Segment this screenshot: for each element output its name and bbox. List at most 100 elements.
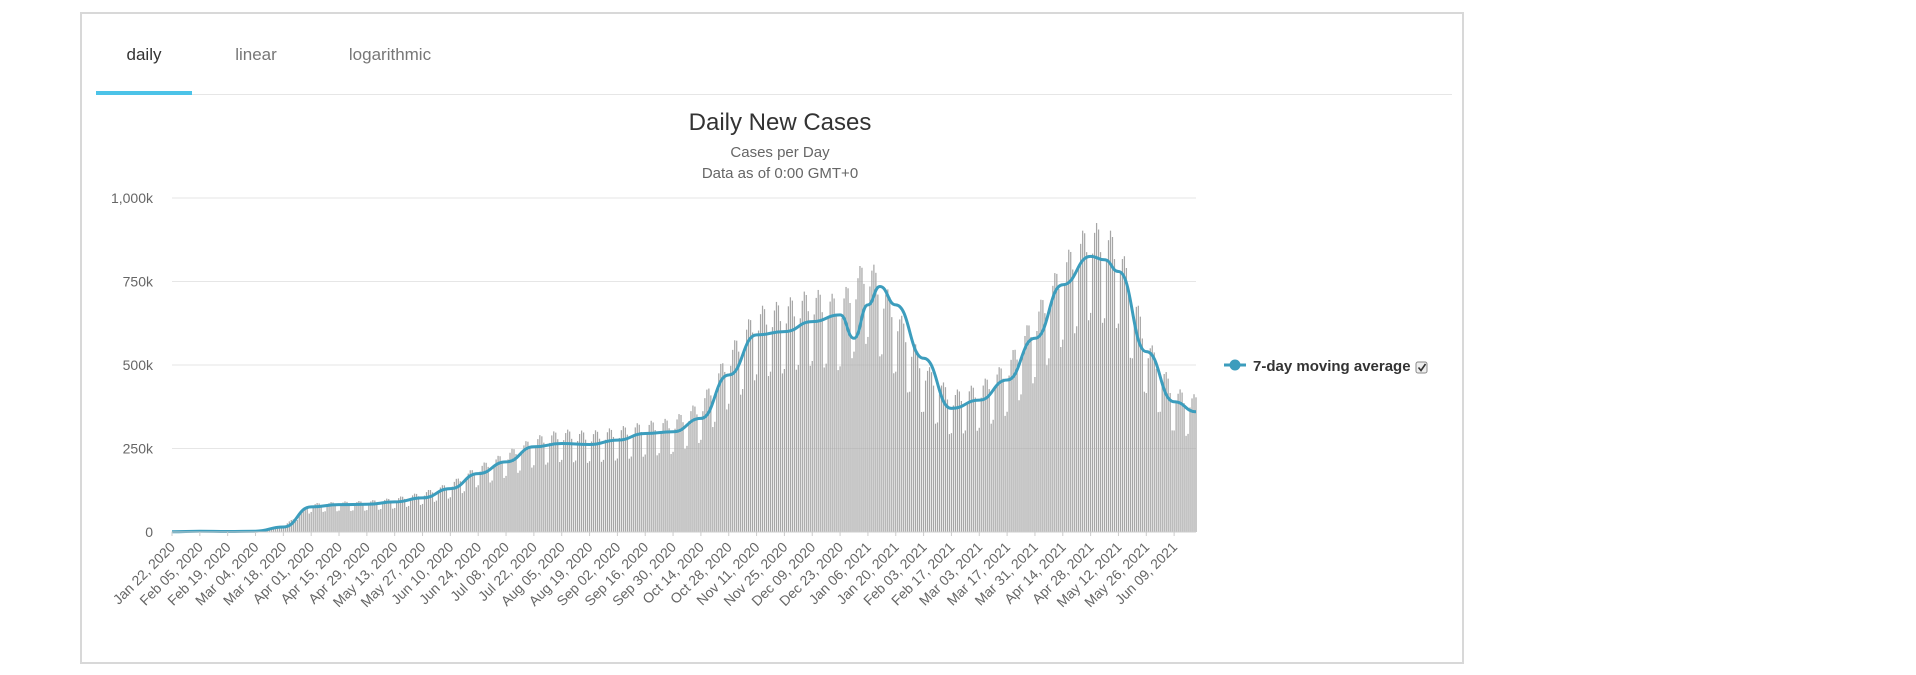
daily-bar <box>722 363 724 532</box>
daily-bar <box>867 336 869 532</box>
daily-bar <box>825 363 827 532</box>
daily-bar <box>642 456 644 532</box>
daily-bar <box>934 423 937 532</box>
daily-bar <box>903 323 905 532</box>
daily-bar <box>753 380 756 532</box>
daily-bar <box>1157 412 1159 532</box>
daily-bar <box>467 473 469 532</box>
daily-bar <box>970 385 972 532</box>
daily-bar <box>481 465 483 532</box>
daily-bar <box>445 488 448 532</box>
daily-bar <box>984 378 986 532</box>
daily-bar <box>974 397 976 532</box>
daily-bar <box>1161 382 1163 532</box>
chart-title: Daily New Cases <box>689 109 872 136</box>
daily-bar <box>515 454 517 532</box>
daily-bar <box>294 521 296 532</box>
daily-bar <box>370 501 372 532</box>
daily-bar <box>421 503 424 532</box>
daily-bar <box>1082 230 1084 532</box>
daily-bar <box>308 513 310 532</box>
daily-bar <box>730 365 732 532</box>
daily-bar <box>1099 252 1102 532</box>
daily-bar <box>505 475 507 532</box>
daily-bar <box>573 462 575 532</box>
daily-bar <box>1016 359 1018 532</box>
daily-bar <box>956 389 959 532</box>
daily-bar <box>1123 256 1126 532</box>
daily-bar <box>519 470 521 532</box>
daily-bar <box>402 496 404 532</box>
chart-subtitle-line-1: Cases per Day <box>730 144 830 161</box>
daily-bar <box>322 511 324 532</box>
daily-bar <box>332 502 334 532</box>
daily-bar <box>767 376 770 532</box>
tab-linear[interactable]: linear <box>220 28 292 94</box>
daily-bar <box>909 391 911 532</box>
daily-bar <box>905 342 907 532</box>
daily-bar <box>1052 285 1054 532</box>
daily-bar <box>801 300 803 532</box>
daily-bar <box>1191 398 1193 532</box>
daily-bar <box>306 508 308 532</box>
daily-bar <box>483 462 485 532</box>
tab-logarithmic[interactable]: logarithmic <box>330 28 450 94</box>
daily-bar <box>765 324 768 532</box>
daily-bar <box>936 422 939 532</box>
daily-bar <box>1070 251 1072 532</box>
daily-bar <box>517 472 519 532</box>
y-tick-label: 750k <box>123 274 154 290</box>
tab-daily[interactable]: daily <box>96 28 192 95</box>
daily-bar <box>757 330 760 532</box>
daily-bar <box>1117 323 1120 532</box>
daily-bar <box>487 466 489 532</box>
daily-bar <box>1000 368 1002 532</box>
daily-bar <box>1179 389 1181 532</box>
daily-bar <box>326 505 328 532</box>
legend-checkbox[interactable] <box>1415 361 1428 374</box>
daily-bar <box>1185 435 1187 532</box>
daily-bar <box>344 501 346 532</box>
daily-bar <box>897 331 899 532</box>
daily-bar <box>582 432 585 532</box>
daily-bar <box>477 485 479 532</box>
daily-bar <box>503 477 505 532</box>
daily-bar <box>408 505 410 532</box>
daily-bar <box>960 401 962 532</box>
daily-bar <box>612 436 615 532</box>
daily-bar <box>732 349 734 532</box>
legend-item-moving-average[interactable]: 7-day moving average <box>1224 358 1428 375</box>
daily-bar <box>674 428 676 532</box>
daily-bar <box>584 439 587 532</box>
daily-bar <box>1143 391 1145 532</box>
daily-bar <box>433 501 436 532</box>
daily-bar <box>435 500 438 532</box>
daily-bar <box>537 439 539 532</box>
daily-bar <box>268 529 271 532</box>
daily-bar <box>608 428 611 532</box>
daily-bar <box>529 447 531 532</box>
daily-bar <box>579 433 581 532</box>
daily-bar <box>638 424 640 532</box>
daily-bar <box>396 500 398 532</box>
daily-bar <box>911 356 913 532</box>
daily-bar <box>849 302 851 532</box>
daily-bar <box>342 502 344 532</box>
daily-bar <box>815 297 817 532</box>
daily-bar <box>920 411 923 532</box>
daily-bar <box>610 429 613 532</box>
daily-bar <box>1050 307 1052 532</box>
daily-bar <box>1193 394 1195 532</box>
daily-bar <box>634 427 636 532</box>
daily-bar <box>567 429 569 532</box>
daily-bar <box>1076 326 1078 532</box>
daily-bar <box>696 414 698 532</box>
daily-bar <box>1105 260 1108 532</box>
daily-bar <box>302 509 304 532</box>
daily-bar <box>372 500 374 532</box>
daily-bar <box>1088 320 1090 532</box>
daily-bar <box>789 297 791 532</box>
daily-bar <box>680 414 682 532</box>
daily-bar <box>640 432 642 532</box>
